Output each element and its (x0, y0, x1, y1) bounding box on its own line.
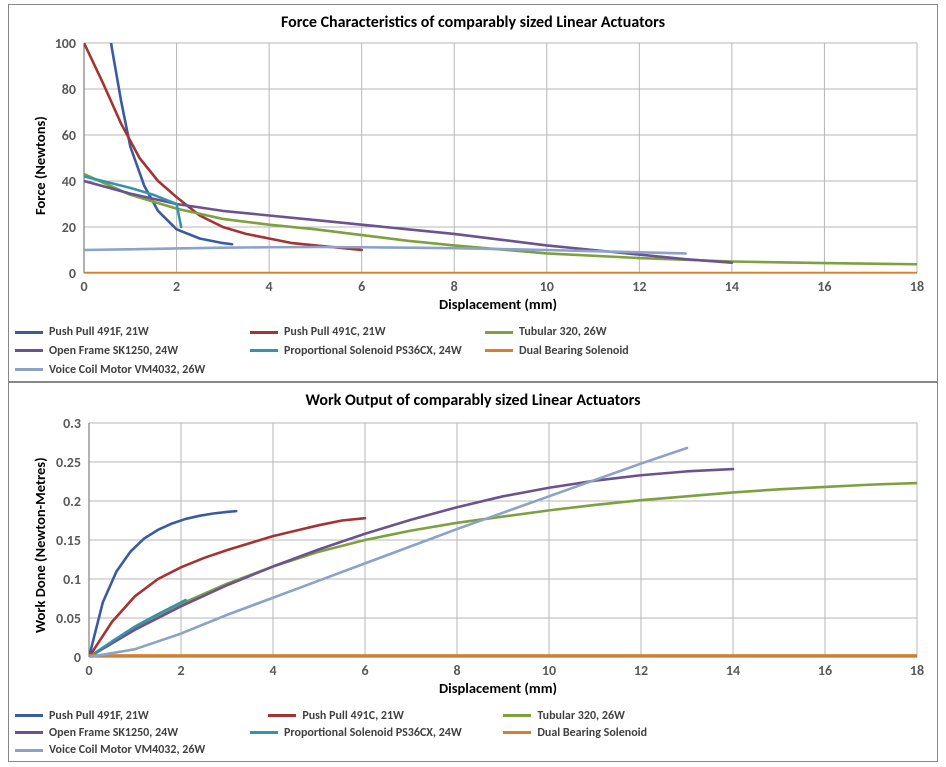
svg-text:0: 0 (80, 278, 87, 295)
legend-item-push_pull_491F: Push Pull 491F, 21W (15, 323, 244, 342)
legend-swatch-icon (268, 714, 296, 717)
series-tubular_320 (89, 483, 917, 657)
svg-text:10: 10 (540, 278, 554, 295)
legend-label: Push Pull 491F, 21W (49, 325, 149, 339)
svg-text:16: 16 (817, 278, 831, 295)
legend-swatch-icon (485, 349, 513, 352)
series-push_pull_491F (103, 0, 232, 244)
legend-swatch-icon (15, 368, 43, 371)
svg-text:80: 80 (62, 81, 76, 98)
series-voice_coil (84, 247, 686, 253)
legend-swatch-icon (15, 731, 43, 734)
legend-label: Proportional Solenoid PS36CX, 24W (284, 344, 462, 358)
y-axis-label: Work Done (Newton-Metres) (31, 457, 49, 633)
chart-title: Work Output of comparably sized Linear A… (9, 391, 937, 410)
page: Force Characteristics of comparably size… (0, 0, 946, 767)
svg-text:16: 16 (818, 662, 832, 679)
svg-text:8: 8 (451, 278, 458, 295)
chart-legend: Push Pull 491F, 21W Push Pull 491C, 21W Tu… (9, 323, 937, 381)
legend-swatch-icon (15, 749, 43, 752)
svg-text:0.05: 0.05 (56, 610, 81, 627)
legend-label: Tubular 320, 26W (537, 709, 625, 723)
legend-item-tubular_320: Tubular 320, 26W (503, 707, 714, 724)
svg-text:8: 8 (453, 662, 460, 679)
legend-item-open_frame: Open Frame SK1250, 24W (15, 724, 244, 741)
svg-text:6: 6 (358, 278, 365, 295)
chart-plot-area: 024681012141618020406080100 (84, 43, 917, 273)
legend-swatch-icon (15, 349, 43, 352)
legend-swatch-icon (15, 331, 43, 334)
legend-item-open_frame: Open Frame SK1250, 24W (15, 342, 244, 361)
legend-label: Tubular 320, 26W (519, 325, 607, 339)
chart-plot-area: 02468101214161800.050.10.150.20.250.3 (89, 423, 917, 657)
legend-label: Dual Bearing Solenoid (537, 726, 647, 740)
svg-text:4: 4 (269, 662, 276, 679)
svg-text:100: 100 (55, 35, 76, 52)
legend-item-prop_solenoid: Proportional Solenoid PS36CX, 24W (250, 724, 497, 741)
legend-label: Voice Coil Motor VM4032, 26W (49, 363, 205, 377)
legend-item-voice_coil: Voice Coil Motor VM4032, 26W (15, 742, 226, 759)
legend-item-tubular_320: Tubular 320, 26W (485, 323, 714, 342)
chart-title: Force Characteristics of comparably size… (9, 13, 937, 32)
svg-text:20: 20 (62, 219, 76, 236)
svg-text:18: 18 (910, 662, 924, 679)
legend-label: Dual Bearing Solenoid (519, 344, 629, 358)
legend-label: Push Pull 491C, 21W (284, 325, 386, 339)
legend-label: Voice Coil Motor VM4032, 26W (49, 743, 205, 757)
legend-item-prop_solenoid: Proportional Solenoid PS36CX, 24W (250, 342, 479, 361)
legend-swatch-icon (250, 349, 278, 352)
legend-swatch-icon (503, 714, 531, 717)
svg-text:0.15: 0.15 (56, 532, 81, 549)
y-axis-label: Force (Newtons) (31, 116, 49, 215)
svg-text:2: 2 (173, 278, 180, 295)
chart-force-panel: Force Characteristics of comparably size… (8, 4, 938, 382)
svg-text:10: 10 (542, 662, 556, 679)
svg-text:14: 14 (725, 278, 739, 295)
legend-item-voice_coil: Voice Coil Motor VM4032, 26W (15, 360, 244, 379)
svg-text:0.25: 0.25 (56, 454, 81, 471)
svg-text:14: 14 (726, 662, 740, 679)
legend-swatch-icon (485, 331, 513, 334)
svg-text:0: 0 (74, 649, 81, 666)
svg-text:0: 0 (69, 265, 76, 282)
x-axis-label: Displacement (mm) (439, 679, 557, 697)
svg-text:2: 2 (177, 662, 184, 679)
svg-text:18: 18 (910, 278, 924, 295)
legend-label: Push Pull 491F, 21W (49, 709, 149, 723)
svg-text:6: 6 (361, 662, 368, 679)
legend-swatch-icon (250, 731, 278, 734)
svg-text:0.1: 0.1 (63, 571, 81, 588)
legend-label: Open Frame SK1250, 24W (49, 726, 178, 740)
legend-label: Push Pull 491C, 21W (302, 709, 404, 723)
svg-text:0.3: 0.3 (63, 415, 81, 432)
svg-text:0: 0 (85, 662, 92, 679)
legend-swatch-icon (503, 731, 531, 734)
svg-text:12: 12 (634, 662, 648, 679)
series-push_pull_491C (89, 518, 365, 657)
legend-item-dual_bearing: Dual Bearing Solenoid (503, 724, 732, 741)
chart-legend: Push Pull 491F, 21W Push Pull 491C, 21W Tu… (9, 707, 937, 761)
svg-text:4: 4 (266, 278, 273, 295)
legend-item-dual_bearing: Dual Bearing Solenoid (485, 342, 714, 361)
legend-label: Proportional Solenoid PS36CX, 24W (284, 726, 462, 740)
svg-text:0.2: 0.2 (63, 493, 81, 510)
x-axis-label: Displacement (mm) (439, 295, 557, 313)
svg-text:12: 12 (632, 278, 646, 295)
legend-item-push_pull_491C: Push Pull 491C, 21W (268, 707, 497, 724)
series-voice_coil (89, 448, 687, 657)
chart-work-panel: Work Output of comparably sized Linear A… (8, 382, 938, 762)
legend-label: Open Frame SK1250, 24W (49, 344, 178, 358)
legend-swatch-icon (250, 331, 278, 334)
legend-item-push_pull_491F: Push Pull 491F, 21W (15, 707, 262, 724)
svg-text:60: 60 (62, 127, 76, 144)
series-open_frame (89, 469, 733, 657)
legend-item-push_pull_491C: Push Pull 491C, 21W (250, 323, 479, 342)
series-push_pull_491F (89, 511, 236, 657)
svg-text:40: 40 (62, 173, 76, 190)
legend-swatch-icon (15, 714, 43, 717)
